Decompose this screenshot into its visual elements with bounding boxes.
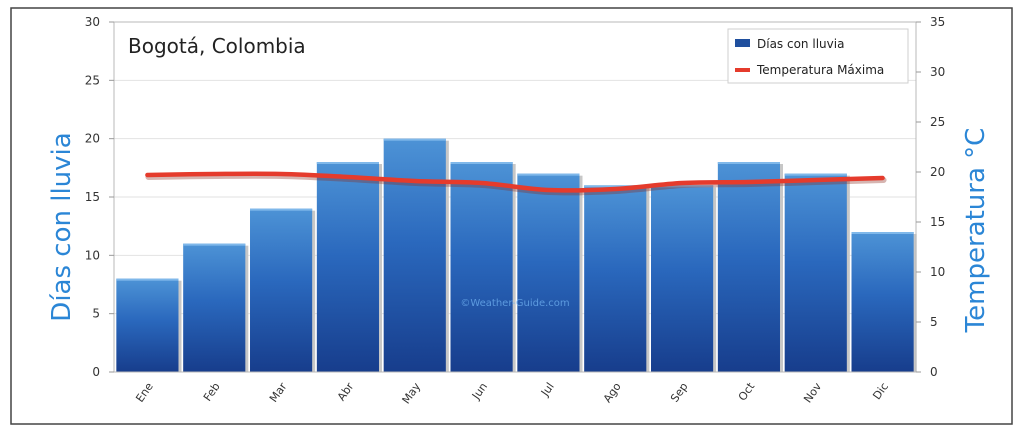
bar-may bbox=[384, 139, 446, 372]
bar-jun bbox=[451, 162, 513, 372]
bar-sep bbox=[651, 185, 713, 372]
bar-highlight-jul bbox=[517, 174, 579, 176]
legend-label-bar: Días con lluvia bbox=[757, 37, 844, 51]
bar-highlight-feb bbox=[183, 244, 245, 246]
bar-nov bbox=[785, 174, 847, 372]
bar-dic bbox=[852, 232, 914, 372]
chart-title: Bogotá, Colombia bbox=[128, 34, 306, 58]
legend-swatch-bar bbox=[735, 39, 750, 47]
left-tick-label-0: 0 bbox=[92, 365, 100, 379]
left-tick-label-10: 10 bbox=[85, 248, 100, 262]
bar-highlight-abr bbox=[317, 162, 379, 164]
right-tick-label-25: 25 bbox=[930, 115, 945, 129]
bar-highlight-may bbox=[384, 139, 446, 141]
bar-mar bbox=[250, 209, 312, 372]
bar-highlight-jun bbox=[451, 162, 513, 164]
bar-feb bbox=[183, 244, 245, 372]
bar-highlight-ene bbox=[116, 279, 178, 281]
right-axis-label: Temperatura °C bbox=[961, 128, 991, 334]
bar-ago bbox=[584, 185, 646, 372]
left-tick-label-5: 5 bbox=[92, 307, 100, 321]
bar-highlight-nov bbox=[785, 174, 847, 176]
right-tick-label-5: 5 bbox=[930, 315, 938, 329]
legend-label-line: Temperatura Máxima bbox=[756, 63, 884, 77]
bar-oct bbox=[718, 162, 780, 372]
bar-ene bbox=[116, 279, 178, 372]
bar-highlight-mar bbox=[250, 209, 312, 211]
right-tick-label-10: 10 bbox=[930, 265, 945, 279]
legend: Días con lluvia Temperatura Máxima bbox=[728, 29, 908, 83]
left-tick-label-15: 15 bbox=[85, 190, 100, 204]
right-tick-label-0: 0 bbox=[930, 365, 938, 379]
right-tick-label-30: 30 bbox=[930, 65, 945, 79]
left-tick-label-20: 20 bbox=[85, 132, 100, 146]
left-tick-label-30: 30 bbox=[85, 15, 100, 29]
left-tick-label-25: 25 bbox=[85, 73, 100, 87]
right-tick-label-15: 15 bbox=[930, 215, 945, 229]
bar-highlight-dic bbox=[852, 232, 914, 234]
watermark: ©Weather-Guide.com bbox=[460, 298, 569, 309]
right-tick-label-35: 35 bbox=[930, 15, 945, 29]
left-axis-label: Días con lluvia bbox=[47, 132, 77, 321]
bar-highlight-oct bbox=[718, 162, 780, 164]
bar-abr bbox=[317, 162, 379, 372]
right-tick-label-20: 20 bbox=[930, 165, 945, 179]
bar-jul bbox=[517, 174, 579, 372]
